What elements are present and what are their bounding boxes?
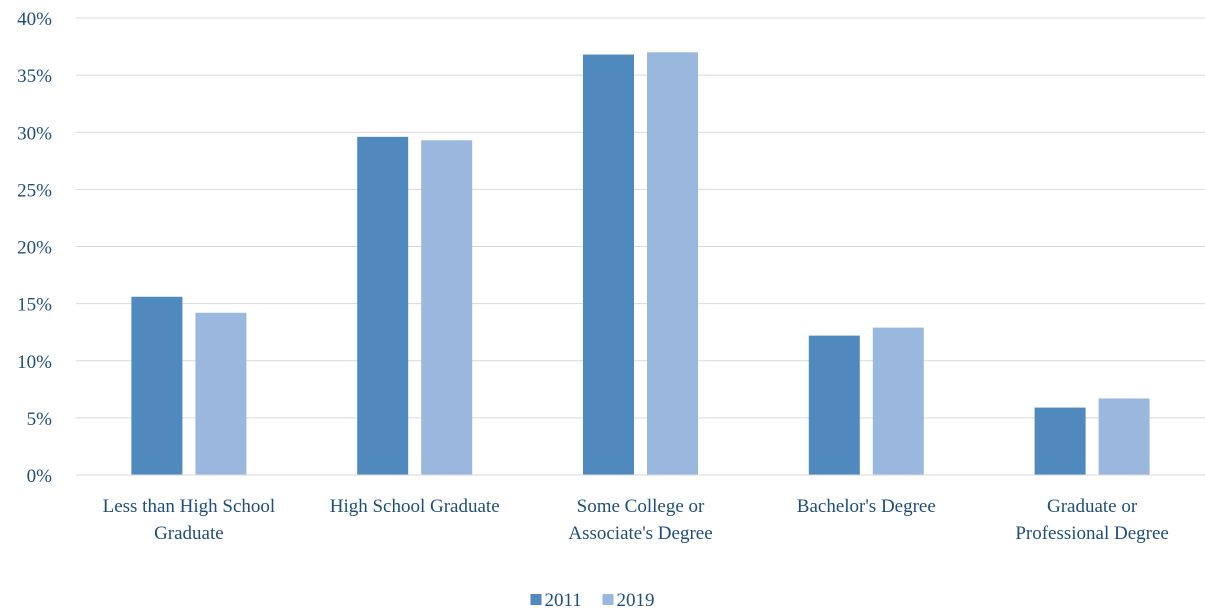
legend-label-2019: 2019	[617, 590, 655, 611]
bar-2011-4	[1034, 407, 1086, 475]
gridlines	[76, 17, 1205, 419]
y-tick-label: 30%	[17, 123, 52, 144]
x-category-label: High School Graduate	[330, 496, 500, 517]
bar-2011-3	[808, 335, 860, 475]
x-category-label: Graduate or	[1047, 496, 1138, 517]
x-category-label: Bachelor's Degree	[797, 496, 936, 517]
bar-2019-2	[647, 52, 698, 476]
bars	[131, 52, 1150, 476]
y-axis-tick-labels: 0% 5% 10% 15% 20% 25% 30% 35% 40%	[17, 9, 52, 487]
bar-2011-1	[357, 136, 409, 475]
legend-swatch-2019	[602, 594, 614, 605]
x-category-label: Some College or	[577, 496, 705, 517]
bar-2019-3	[872, 327, 924, 475]
bar-2011-2	[583, 54, 634, 476]
bar-2011-0	[131, 296, 183, 475]
bar-2019-0	[195, 312, 247, 475]
legend-label-2011: 2011	[545, 590, 582, 611]
y-tick-label: 40%	[17, 9, 52, 30]
x-category-label: Professional Degree	[1015, 523, 1169, 544]
y-tick-label: 10%	[17, 352, 52, 373]
bar-2019-1	[421, 140, 473, 475]
x-category-label: Associate's Degree	[568, 523, 712, 544]
y-tick-label: 25%	[17, 180, 52, 201]
legend-swatch-2011	[530, 594, 542, 605]
y-tick-label: 35%	[17, 66, 52, 87]
bar-2019-4	[1098, 398, 1150, 475]
y-tick-label: 15%	[17, 295, 52, 316]
x-category-label: Less than High School	[103, 496, 276, 517]
y-tick-label: 5%	[27, 409, 53, 430]
y-tick-label: 0%	[27, 466, 53, 487]
y-tick-label: 20%	[17, 238, 52, 259]
legend: 2011 2019	[530, 590, 655, 611]
x-category-label: Graduate	[154, 523, 224, 544]
x-axis-category-labels: Less than High School Graduate High School…	[103, 496, 1169, 544]
